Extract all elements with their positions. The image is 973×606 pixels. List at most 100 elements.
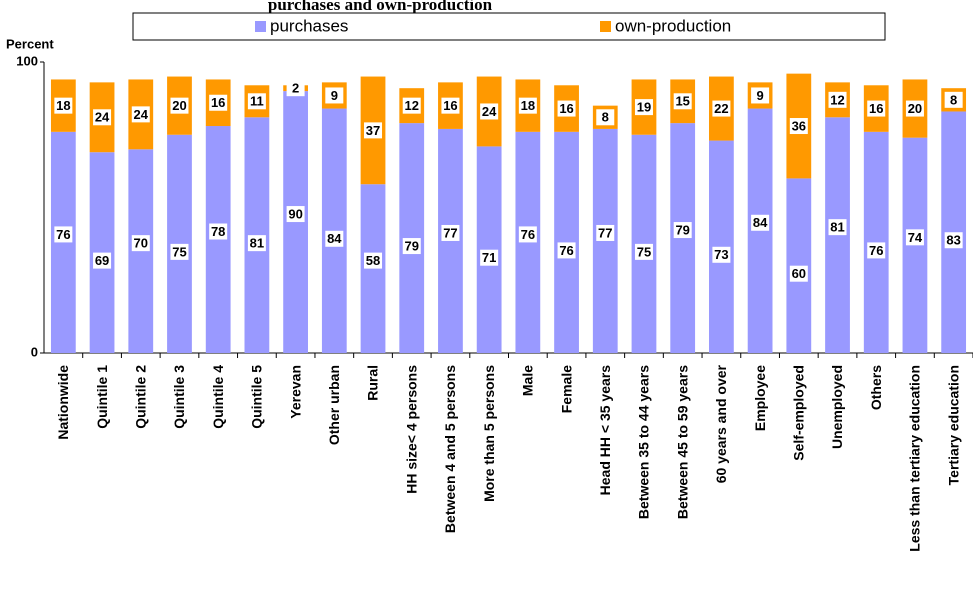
value-label: 69: [95, 253, 109, 268]
value-label: 16: [559, 101, 573, 116]
value-label-box: [751, 87, 770, 104]
value-label-box: [131, 235, 150, 252]
x-tick-label: Less than tertiary education: [907, 365, 923, 552]
x-tick-label: Between 4 and 5 persons: [442, 365, 458, 533]
y-tick-label: 0: [31, 344, 38, 359]
value-label-box: [596, 109, 615, 126]
legend-box: [132, 12, 886, 41]
value-label-box: [867, 242, 886, 259]
value-label: 12: [404, 98, 418, 113]
chart-title: purchases and own-production: [268, 0, 493, 14]
x-tick-label: Between 35 to 44 years: [636, 365, 652, 519]
value-label-box: [54, 97, 73, 114]
value-label-box: [557, 242, 576, 259]
value-label-box: [364, 252, 383, 269]
value-label-box: [634, 99, 653, 116]
value-label-box: [712, 246, 731, 263]
value-label: 20: [908, 101, 922, 116]
value-label: 60: [792, 266, 806, 281]
value-label-box: [325, 87, 344, 104]
value-label: 81: [830, 220, 844, 235]
value-label: 76: [56, 227, 70, 242]
value-label-box: [905, 229, 924, 246]
value-label-box: [518, 97, 537, 114]
value-label: 12: [830, 92, 844, 107]
value-label-box: [944, 232, 963, 249]
value-label: 9: [331, 88, 338, 103]
x-tick-label: Employee: [752, 365, 768, 431]
value-label-box: [905, 100, 924, 117]
value-label-box: [557, 100, 576, 117]
value-label: 58: [366, 253, 380, 268]
value-label-box: [93, 109, 112, 126]
x-tick-label: More than 5 persons: [481, 365, 497, 502]
value-label-box: [247, 235, 266, 252]
value-label: 77: [598, 225, 612, 240]
value-label: 78: [211, 224, 225, 239]
value-label-box: [944, 91, 963, 108]
value-label: 76: [521, 227, 535, 242]
value-label-box: [480, 249, 499, 266]
value-label-box: [209, 223, 228, 240]
legend-label: purchases: [270, 16, 348, 35]
value-label: 79: [404, 238, 418, 253]
value-label-box: [131, 106, 150, 123]
value-label-box: [828, 219, 847, 236]
x-tick-label: Others: [868, 365, 884, 410]
value-label-box: [441, 224, 460, 241]
value-label: 83: [946, 233, 960, 248]
x-tick-label: Tertiary education: [945, 365, 961, 485]
value-label: 84: [327, 231, 342, 246]
value-label: 8: [602, 110, 609, 125]
value-label: 37: [366, 123, 380, 138]
x-tick-label: Self-employed: [791, 365, 807, 461]
value-label-box: [751, 214, 770, 231]
value-label: 90: [288, 206, 302, 221]
value-label-box: [828, 91, 847, 108]
value-label-box: [402, 238, 421, 255]
value-label: 16: [443, 98, 457, 113]
bar-segment: [205, 126, 231, 354]
value-label: 24: [95, 110, 110, 125]
value-label: 18: [56, 98, 70, 113]
x-tick-label: Unemployed: [829, 365, 845, 449]
value-label-box: [789, 118, 808, 135]
y-axis-label: Percent: [6, 36, 54, 51]
x-tick-label: Female: [558, 365, 574, 413]
x-tick-label: Quintile 1: [94, 365, 110, 429]
x-tick-label: Nationwide: [55, 365, 71, 440]
value-label: 74: [908, 230, 923, 245]
value-label: 76: [559, 243, 573, 258]
legend-swatch: [600, 21, 611, 32]
value-label-box: [170, 243, 189, 260]
value-label: 18: [521, 98, 535, 113]
bar-segment: [244, 117, 270, 353]
value-label: 16: [869, 101, 883, 116]
value-label: 19: [637, 100, 651, 115]
value-label: 71: [482, 250, 496, 265]
value-label-box: [480, 103, 499, 120]
value-label: 36: [792, 118, 806, 133]
x-tick-label: Quintile 5: [249, 365, 265, 429]
value-label: 2: [292, 81, 299, 96]
value-label-box: [596, 224, 615, 241]
x-tick-label: Quintile 3: [171, 365, 187, 429]
value-label-box: [518, 226, 537, 243]
value-label-box: [93, 252, 112, 269]
value-label: 84: [753, 215, 768, 230]
x-tick-label: Between 45 to 59 years: [674, 365, 690, 519]
value-label-box: [325, 230, 344, 247]
x-tick-label: Quintile 2: [132, 365, 148, 429]
value-label: 81: [250, 236, 264, 251]
value-label-box: [634, 243, 653, 260]
value-label: 75: [637, 244, 651, 259]
x-tick-label: Rural: [365, 365, 381, 401]
value-label: 22: [714, 101, 728, 116]
value-label-box: [247, 93, 266, 110]
value-label-box: [712, 100, 731, 117]
value-label-box: [364, 122, 383, 139]
x-tick-label: Quintile 4: [210, 365, 226, 429]
value-label: 9: [756, 88, 763, 103]
x-tick-label: Other urban: [326, 365, 342, 445]
